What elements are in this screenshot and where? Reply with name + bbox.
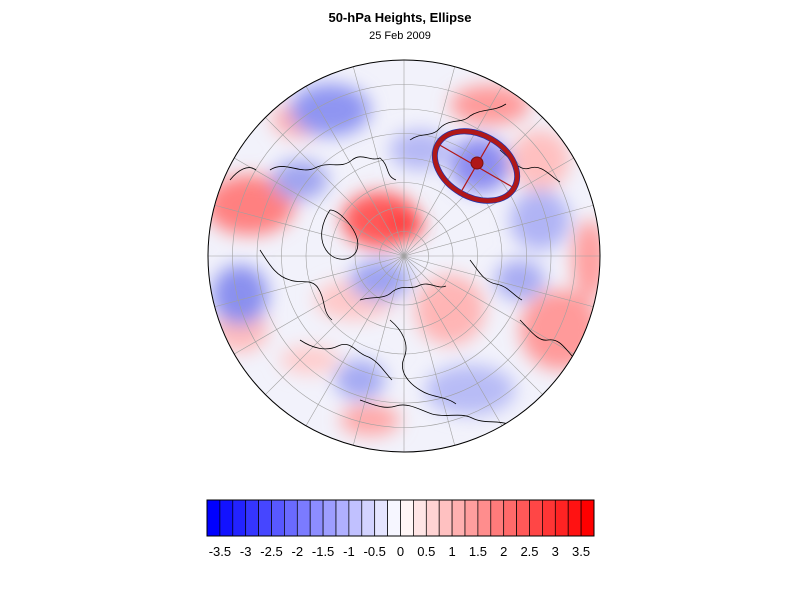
colorbar-box <box>322 499 337 537</box>
colorbar-box <box>400 499 414 537</box>
colorbar-box <box>232 499 247 537</box>
meridian-line <box>214 255 405 308</box>
meridian-line <box>305 86 405 257</box>
colorbar-box <box>451 499 466 537</box>
colorbar-box <box>413 499 427 537</box>
colorbar-box <box>245 499 259 537</box>
meridian-line <box>403 255 594 308</box>
colorbar-frame <box>206 499 595 537</box>
meridian-line <box>265 255 405 395</box>
colorbar-tick-label: 1 <box>448 544 455 559</box>
colorbar-tick-label: 3 <box>552 544 559 559</box>
colorbar-box <box>258 499 272 537</box>
meridian-line <box>403 86 503 257</box>
colorbar-box <box>567 499 582 537</box>
colorbar-tick-label: 0.5 <box>417 544 435 559</box>
colorbar-box <box>516 499 530 537</box>
colorbar-tick-label: -2 <box>292 544 304 559</box>
colorbar-box <box>529 499 543 537</box>
meridian-line <box>214 204 405 257</box>
colorbar-box <box>271 499 285 537</box>
colorbar-box <box>374 499 388 537</box>
meridian-line <box>403 157 574 257</box>
colorbar-tick-label: 1.5 <box>469 544 487 559</box>
colorbar-box <box>284 499 298 537</box>
colorbar-box <box>477 499 492 537</box>
colorbar-box <box>219 499 234 537</box>
colorbar-tick-labels: -3.5 -3 -2.5 -2 -1.5 -1 -0.5 0 0.5 1 1.5 2 2.5 3 3.5 <box>209 544 590 559</box>
meridian-line <box>234 157 405 257</box>
meridian-line <box>403 255 574 355</box>
colorbar-tick-label: 2.5 <box>520 544 538 559</box>
colorbar-box <box>490 499 505 537</box>
colorbar-box <box>438 499 453 537</box>
colorbar-box <box>206 499 221 537</box>
colorbar-tick-label: -1 <box>343 544 355 559</box>
colorbar-tick-label: 2 <box>500 544 507 559</box>
colorbar-box <box>335 499 350 537</box>
colorbar-box <box>348 499 363 537</box>
colorbar-box <box>554 499 569 537</box>
colorbar-box <box>361 499 376 537</box>
meridian-line <box>234 255 405 355</box>
meridian-line <box>403 204 594 257</box>
colorbar-tick-label: -2.5 <box>260 544 282 559</box>
colorbar-tick-label: -3.5 <box>209 544 231 559</box>
colorbar-box <box>503 499 517 537</box>
colorbar-box <box>464 499 479 537</box>
meridian-line <box>352 66 405 257</box>
meridian-line <box>403 255 503 426</box>
colorbar-box <box>387 499 401 537</box>
meridian-line <box>305 255 405 426</box>
graticule <box>208 60 600 452</box>
meridian-line <box>352 255 405 446</box>
colorbar-box <box>296 499 311 537</box>
meridian-line <box>403 117 543 257</box>
meridian-line <box>265 117 405 257</box>
colorbar-tick-label: -3 <box>240 544 252 559</box>
colorbar-box <box>309 499 324 537</box>
ellipse-center-marker <box>470 156 484 170</box>
colorbar-box <box>580 499 595 537</box>
colorbar-tick-label: 0 <box>397 544 404 559</box>
globe-outline <box>207 59 601 453</box>
colorbar-box <box>542 499 556 537</box>
meridian-line <box>403 66 456 257</box>
colorbar-tick-label: -1.5 <box>312 544 334 559</box>
colorbar-boxes <box>206 499 595 537</box>
ellipse-overlay <box>431 128 521 204</box>
meridian-line <box>403 255 543 395</box>
height-anomaly-field <box>208 84 600 436</box>
colorbar-tick-label: 3.5 <box>572 544 590 559</box>
map-date: 25 Feb 2009 <box>369 30 431 42</box>
colorbar-box <box>425 499 440 537</box>
colorbar-tick-label: -0.5 <box>363 544 385 559</box>
map-title: 50-hPa Heights, Ellipse <box>328 10 472 25</box>
